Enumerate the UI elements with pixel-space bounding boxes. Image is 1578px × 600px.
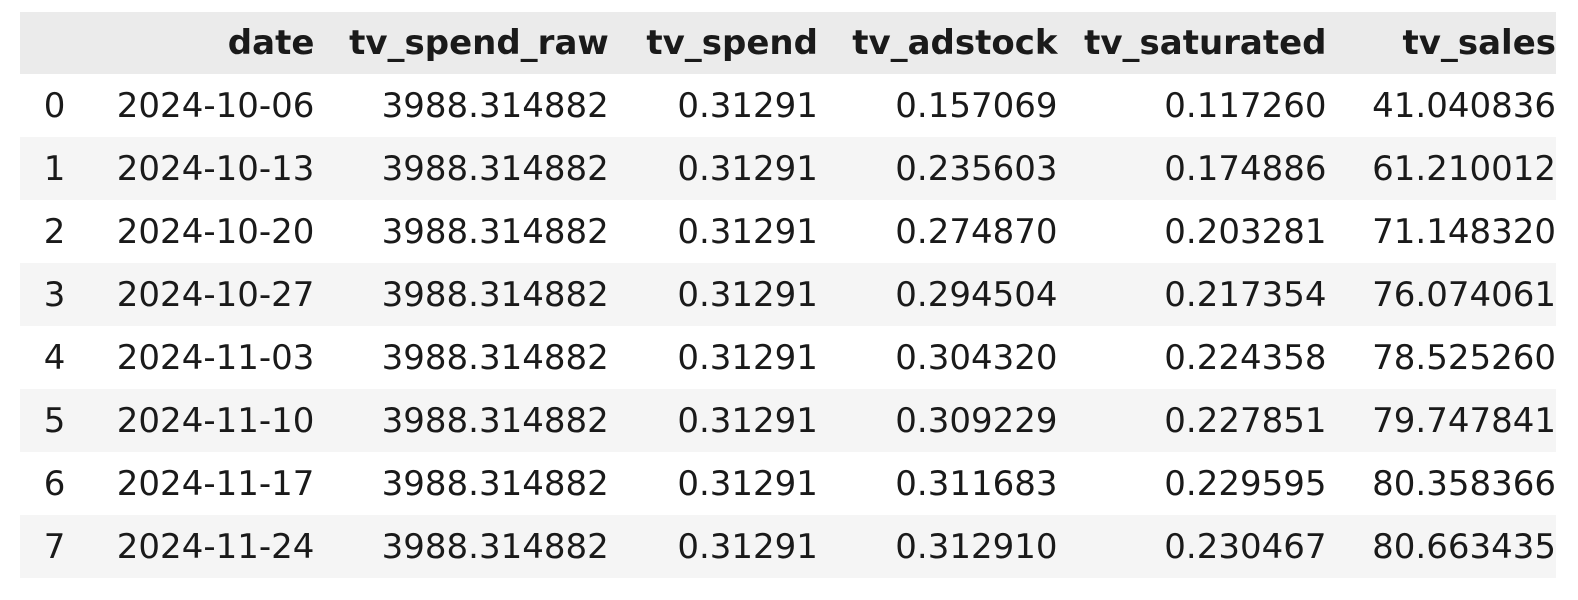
header-tv-spend-raw: tv_spend_raw — [314, 12, 609, 74]
cell-tv-sales: 76.074061 — [1326, 263, 1556, 326]
row-index: 1 — [20, 137, 90, 200]
table-body: 0 2024-10-06 3988.314882 0.31291 0.15706… — [20, 74, 1556, 578]
cell-tv-spend-raw: 3988.314882 — [314, 389, 609, 452]
cell-tv-adstock: 0.274870 — [817, 200, 1058, 263]
cell-tv-spend: 0.31291 — [608, 515, 818, 578]
row-index: 6 — [20, 452, 90, 515]
header-tv-sales: tv_sales — [1326, 12, 1556, 74]
cell-tv-saturated: 0.117260 — [1057, 74, 1327, 137]
cell-date: 2024-11-17 — [89, 452, 315, 515]
cell-tv-spend: 0.31291 — [608, 137, 818, 200]
cell-tv-saturated: 0.229595 — [1057, 452, 1327, 515]
cell-tv-saturated: 0.227851 — [1057, 389, 1327, 452]
cell-date: 2024-11-03 — [89, 326, 315, 389]
cell-tv-sales: 78.525260 — [1326, 326, 1556, 389]
cell-tv-sales: 80.358366 — [1326, 452, 1556, 515]
cell-tv-sales: 79.747841 — [1326, 389, 1556, 452]
cell-tv-spend: 0.31291 — [608, 74, 818, 137]
cell-tv-spend-raw: 3988.314882 — [314, 137, 609, 200]
cell-tv-spend-raw: 3988.314882 — [314, 452, 609, 515]
cell-tv-saturated: 0.203281 — [1057, 200, 1327, 263]
table-row: 3 2024-10-27 3988.314882 0.31291 0.29450… — [20, 263, 1556, 326]
row-index: 0 — [20, 74, 90, 137]
cell-tv-sales: 41.040836 — [1326, 74, 1556, 137]
cell-tv-spend: 0.31291 — [608, 452, 818, 515]
table-header: date tv_spend_raw tv_spend tv_adstock tv… — [20, 12, 1556, 74]
table-row: 6 2024-11-17 3988.314882 0.31291 0.31168… — [20, 452, 1556, 515]
cell-tv-sales: 61.210012 — [1326, 137, 1556, 200]
cell-tv-spend-raw: 3988.314882 — [314, 74, 609, 137]
row-index: 7 — [20, 515, 90, 578]
header-date: date — [89, 12, 315, 74]
table-row: 4 2024-11-03 3988.314882 0.31291 0.30432… — [20, 326, 1556, 389]
row-index: 4 — [20, 326, 90, 389]
header-tv-saturated: tv_saturated — [1057, 12, 1327, 74]
cell-tv-spend-raw: 3988.314882 — [314, 200, 609, 263]
cell-tv-spend: 0.31291 — [608, 326, 818, 389]
table-row: 2 2024-10-20 3988.314882 0.31291 0.27487… — [20, 200, 1556, 263]
cell-tv-spend: 0.31291 — [608, 389, 818, 452]
cell-tv-adstock: 0.235603 — [817, 137, 1058, 200]
cell-tv-spend-raw: 3988.314882 — [314, 515, 609, 578]
cell-tv-saturated: 0.230467 — [1057, 515, 1327, 578]
cell-date: 2024-11-10 — [89, 389, 315, 452]
cell-tv-adstock: 0.157069 — [817, 74, 1058, 137]
cell-tv-sales: 80.663435 — [1326, 515, 1556, 578]
header-row: date tv_spend_raw tv_spend tv_adstock tv… — [20, 12, 1556, 74]
cell-tv-saturated: 0.217354 — [1057, 263, 1327, 326]
cell-tv-sales: 71.148320 — [1326, 200, 1556, 263]
cell-tv-spend-raw: 3988.314882 — [314, 263, 609, 326]
cell-tv-spend: 0.31291 — [608, 263, 818, 326]
cell-date: 2024-10-13 — [89, 137, 315, 200]
header-tv-adstock: tv_adstock — [817, 12, 1058, 74]
row-index: 3 — [20, 263, 90, 326]
cell-tv-adstock: 0.312910 — [817, 515, 1058, 578]
table-row: 5 2024-11-10 3988.314882 0.31291 0.30922… — [20, 389, 1556, 452]
table-row: 0 2024-10-06 3988.314882 0.31291 0.15706… — [20, 74, 1556, 137]
cell-date: 2024-10-20 — [89, 200, 315, 263]
row-index: 2 — [20, 200, 90, 263]
cell-tv-adstock: 0.294504 — [817, 263, 1058, 326]
cell-date: 2024-11-24 — [89, 515, 315, 578]
header-index — [20, 12, 90, 74]
dataframe-output: date tv_spend_raw tv_spend tv_adstock tv… — [20, 12, 1556, 578]
cell-tv-adstock: 0.309229 — [817, 389, 1058, 452]
cell-date: 2024-10-06 — [89, 74, 315, 137]
header-tv-spend: tv_spend — [608, 12, 818, 74]
cell-tv-saturated: 0.224358 — [1057, 326, 1327, 389]
cell-tv-adstock: 0.304320 — [817, 326, 1058, 389]
cell-tv-adstock: 0.311683 — [817, 452, 1058, 515]
row-index: 5 — [20, 389, 90, 452]
table-row: 1 2024-10-13 3988.314882 0.31291 0.23560… — [20, 137, 1556, 200]
cell-tv-saturated: 0.174886 — [1057, 137, 1327, 200]
dataframe-table: date tv_spend_raw tv_spend tv_adstock tv… — [20, 12, 1556, 578]
table-row: 7 2024-11-24 3988.314882 0.31291 0.31291… — [20, 515, 1556, 578]
cell-tv-spend: 0.31291 — [608, 200, 818, 263]
cell-tv-spend-raw: 3988.314882 — [314, 326, 609, 389]
cell-date: 2024-10-27 — [89, 263, 315, 326]
